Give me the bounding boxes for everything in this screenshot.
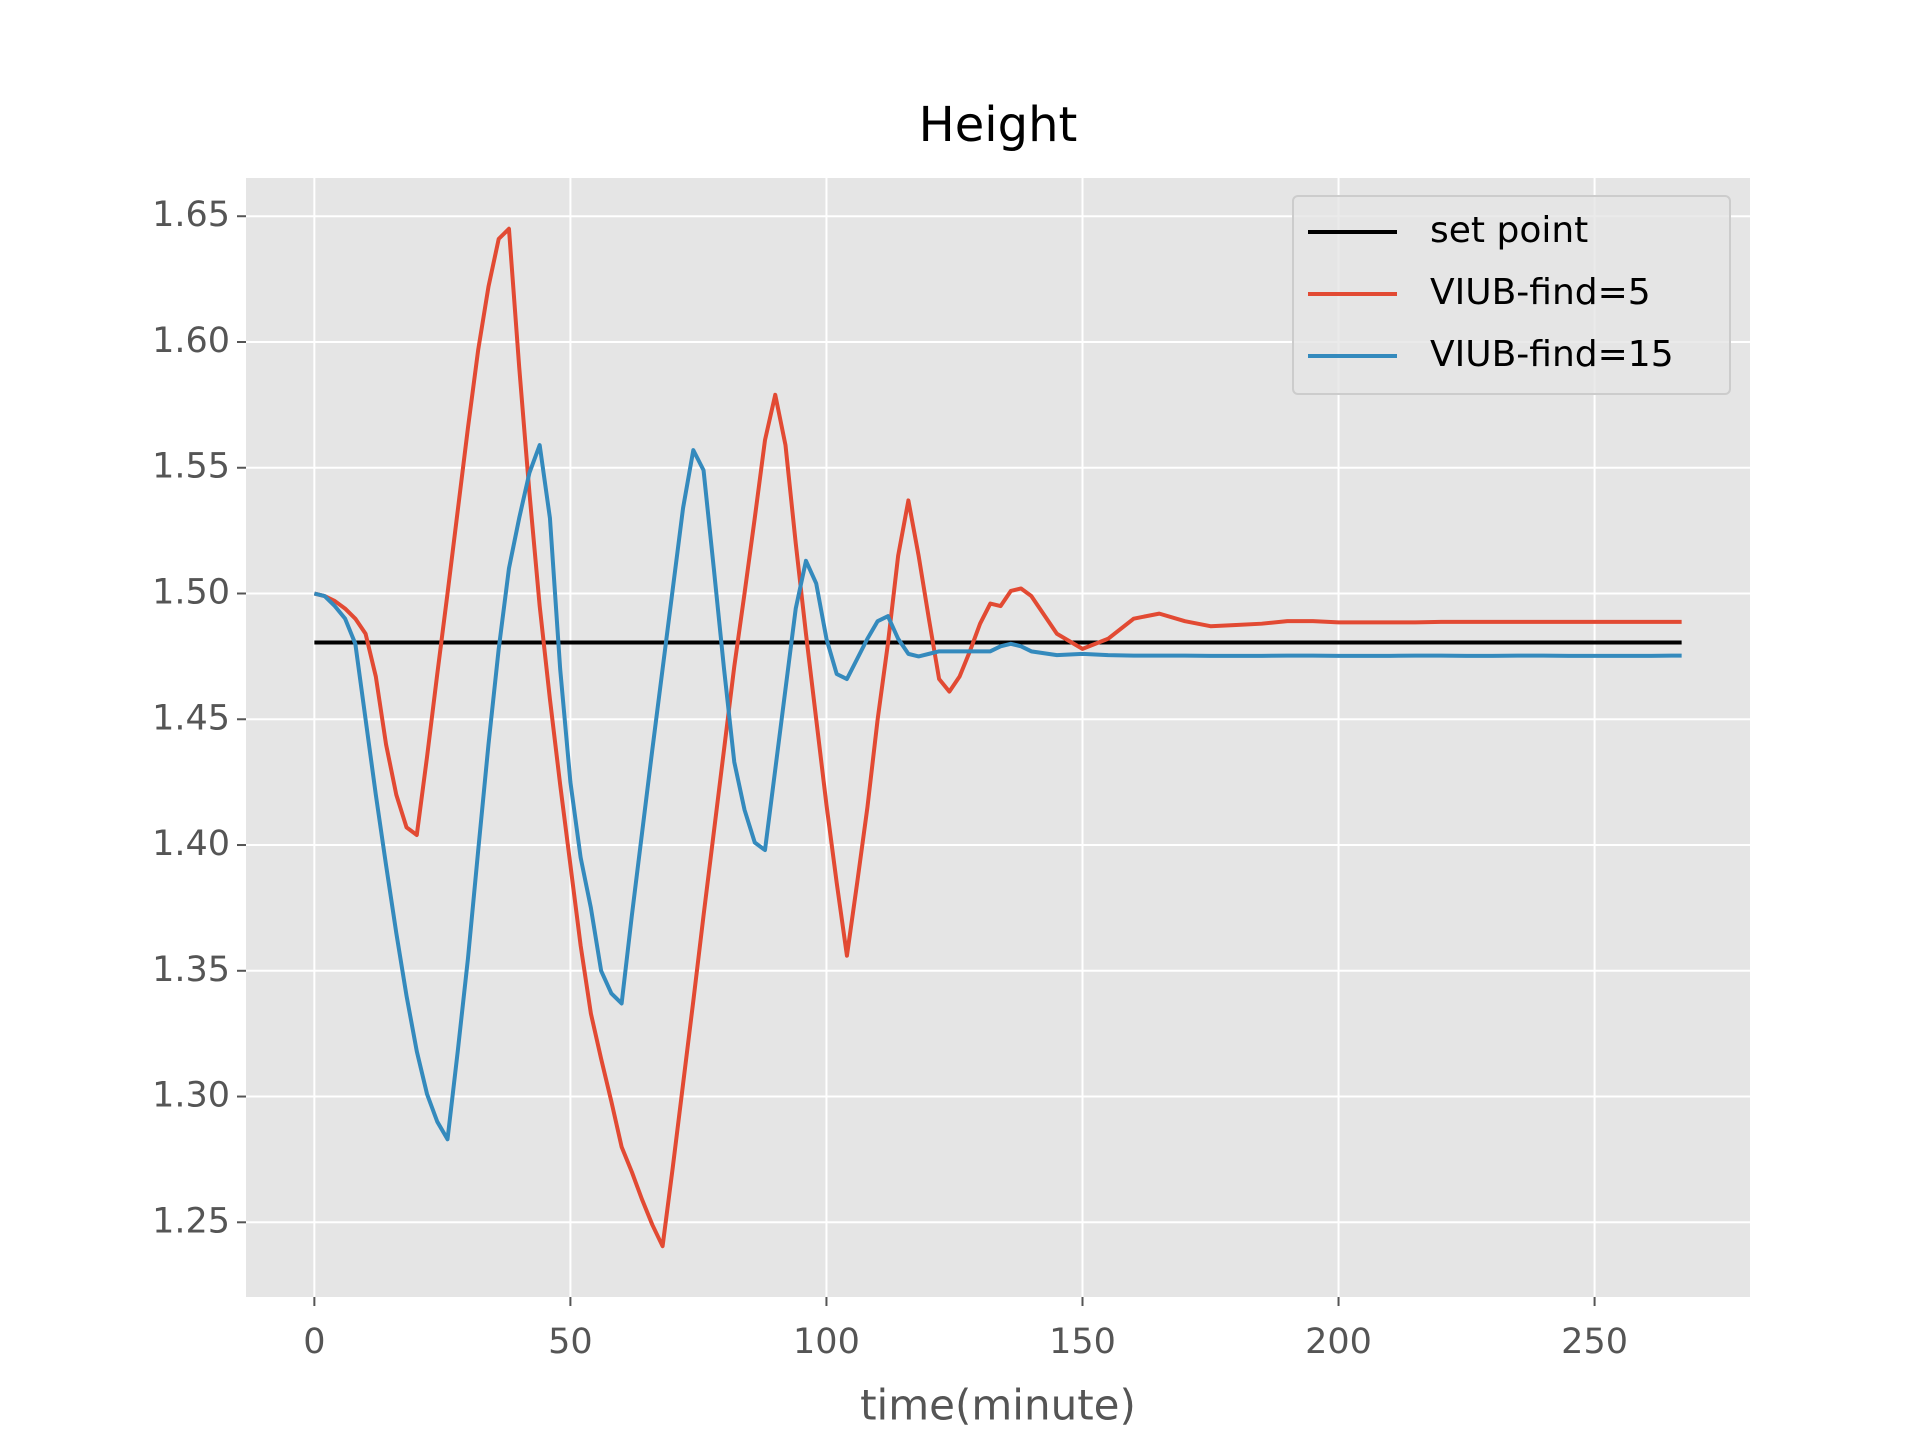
legend-label: VIUB-find=15	[1430, 334, 1674, 375]
x-tick-label: 100	[793, 1322, 860, 1362]
series-line	[313, 443, 1682, 1142]
legend-box	[1292, 195, 1731, 395]
x-tick-label: 250	[1561, 1322, 1628, 1362]
y-tick-label: 1.60	[152, 321, 230, 361]
y-tick-label: 1.45	[152, 698, 230, 738]
y-tick-label: 1.50	[152, 573, 230, 613]
series-line	[313, 226, 1682, 1249]
x-tick-label: 150	[1049, 1322, 1116, 1362]
y-tick-label: 1.25	[152, 1201, 230, 1241]
x-axis-label: time(minute)	[860, 1381, 1136, 1430]
x-tick-label: 0	[303, 1322, 325, 1362]
x-tick-label: 200	[1305, 1322, 1372, 1362]
legend-label: set point	[1430, 210, 1588, 251]
y-tick-label: 1.40	[152, 824, 230, 864]
x-tick-label: 50	[548, 1322, 593, 1362]
y-tick-label: 1.35	[152, 950, 230, 990]
y-tick-label: 1.30	[152, 1076, 230, 1116]
legend: set point VIUB-find=5 VIUB-find=15	[1292, 195, 1731, 395]
legend-label: VIUB-find=5	[1430, 272, 1651, 313]
lines	[313, 226, 1682, 1249]
chart-title: Height	[919, 97, 1078, 153]
y-tick-label: 1.55	[152, 447, 230, 487]
y-tick-label: 1.65	[152, 195, 230, 235]
grid	[246, 178, 1750, 1297]
